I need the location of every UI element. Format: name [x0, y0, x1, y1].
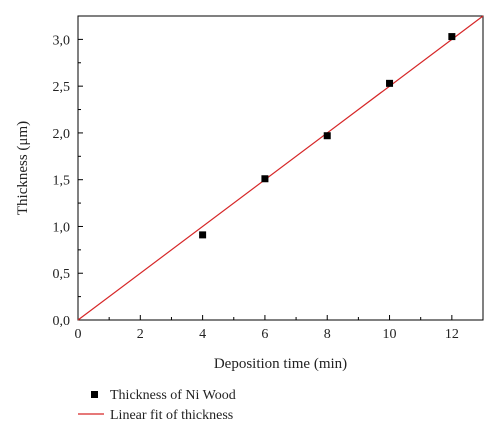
x-axis-title: Deposition time (min)	[214, 356, 347, 372]
data-point	[448, 33, 456, 41]
x-tick-label: 6	[261, 327, 268, 342]
y-axis-title: Thickness (μm)	[15, 121, 31, 215]
y-axis-ticks: 0,0 0,5 1,0 1,5 2,0 2,5 3,0	[53, 15, 83, 329]
data-points-layer	[199, 33, 456, 239]
data-point	[386, 79, 394, 87]
y-tick-label: 1,5	[53, 174, 71, 189]
fit-line-layer	[77, 15, 484, 321]
x-axis-ticks: 0 2 4 6 8 10 12	[75, 315, 484, 342]
x-tick-label: 8	[324, 327, 331, 342]
linear-fit-line	[77, 15, 484, 321]
x-tick-label: 2	[137, 327, 144, 342]
x-tick-label: 4	[199, 327, 206, 342]
y-tick-label: 0,5	[53, 267, 71, 282]
x-tick-label: 0	[75, 327, 82, 342]
y-tick-label: 2,0	[53, 127, 71, 142]
data-point	[199, 231, 207, 239]
plot-frame	[77, 15, 484, 321]
data-point	[323, 132, 331, 140]
legend-label-fit: Linear fit of thickness	[110, 408, 233, 423]
data-point	[261, 175, 269, 183]
y-tick-label: 3,0	[53, 33, 71, 48]
legend-marker-square	[91, 391, 98, 398]
y-tick-label: 0,0	[53, 314, 71, 329]
y-tick-label: 2,5	[53, 80, 71, 95]
x-tick-label: 10	[383, 327, 397, 342]
legend: Thickness of Ni Wood Linear fit of thick…	[78, 388, 236, 423]
y-tick-label: 1,0	[53, 220, 71, 235]
x-tick-label: 12	[445, 327, 459, 342]
legend-label-scatter: Thickness of Ni Wood	[110, 388, 236, 403]
